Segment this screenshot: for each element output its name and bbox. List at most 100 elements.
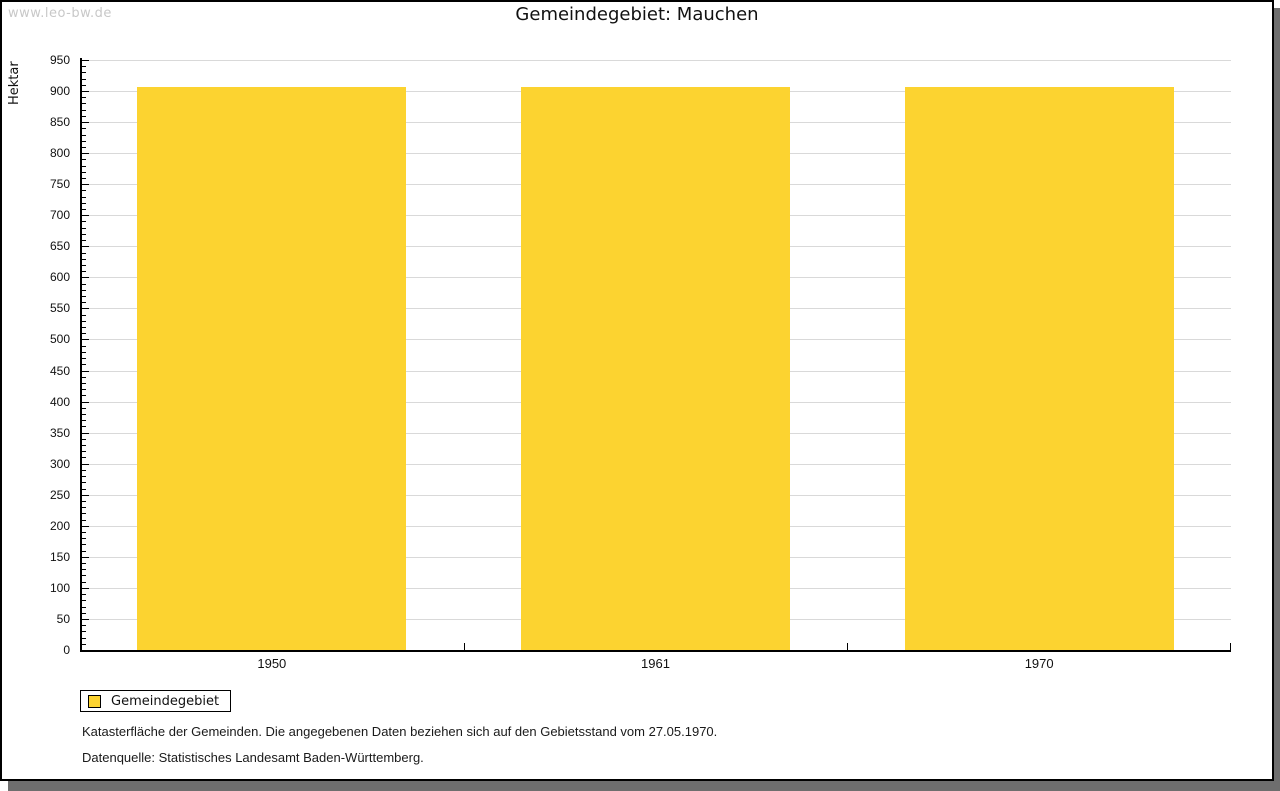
- y-tick-label: 400: [49, 394, 70, 409]
- legend-swatch: [88, 694, 101, 708]
- y-minor-tick: [82, 513, 86, 515]
- y-minor-tick: [82, 382, 86, 384]
- y-minor-tick: [82, 594, 86, 596]
- bar-1970: [904, 86, 1174, 650]
- y-minor-tick: [82, 202, 86, 204]
- y-major-tick: [82, 277, 89, 279]
- y-tick-label: 0: [63, 643, 70, 657]
- y-minor-tick: [82, 165, 86, 167]
- y-minor-tick: [82, 469, 86, 471]
- y-minor-tick: [82, 600, 86, 602]
- x-tick-label: 1961: [641, 656, 670, 671]
- y-minor-tick: [82, 196, 86, 198]
- y-tick-label: 800: [49, 146, 70, 161]
- watermark: www.leo-bw.de: [8, 6, 112, 21]
- y-minor-tick: [82, 407, 86, 409]
- y-minor-tick: [82, 115, 86, 117]
- y-minor-tick: [82, 451, 86, 453]
- y-minor-tick: [82, 209, 86, 211]
- y-minor-tick: [82, 296, 86, 297]
- x-boundary-tick: [847, 643, 849, 650]
- y-minor-tick: [82, 271, 86, 273]
- y-minor-tick: [82, 227, 86, 229]
- y-tick-label: 500: [49, 332, 70, 347]
- y-major-tick: [82, 463, 89, 465]
- y-major-tick: [82, 556, 89, 558]
- legend: Gemeindegebiet: [80, 690, 232, 712]
- y-major-tick: [82, 122, 89, 124]
- y-minor-tick: [82, 376, 86, 378]
- y-minor-tick: [82, 438, 86, 440]
- y-tick-label: 300: [49, 456, 70, 471]
- y-minor-tick: [82, 134, 86, 136]
- y-minor-tick: [82, 252, 86, 254]
- y-minor-tick: [82, 333, 86, 335]
- y-minor-tick: [82, 606, 86, 608]
- y-tick-label: 950: [49, 53, 70, 67]
- y-minor-tick: [82, 84, 86, 86]
- y-minor-tick: [82, 550, 86, 552]
- y-minor-tick: [82, 178, 86, 179]
- y-major-tick: [82, 432, 89, 434]
- plot-area: 0 50 100 150 200 250 300 350 400 450 500 550 600 650 7…: [50, 53, 1231, 671]
- y-minor-tick: [82, 482, 86, 484]
- y-minor-tick: [82, 488, 86, 490]
- y-minor-tick: [82, 426, 86, 428]
- y-minor-tick: [82, 612, 86, 614]
- y-minor-tick: [82, 109, 86, 111]
- y-minor-tick: [82, 631, 86, 633]
- y-major-tick: [82, 184, 89, 186]
- x-boundary-tick: [463, 643, 465, 650]
- footnote-data-source: Datenquelle: Statistisches Landesamt Bad…: [82, 750, 424, 765]
- y-minor-tick: [82, 190, 86, 192]
- y-minor-tick: [82, 500, 86, 502]
- y-minor-tick: [82, 457, 86, 459]
- y-minor-tick: [82, 258, 86, 260]
- y-minor-tick: [82, 128, 86, 130]
- chart-title: Gemeindegebiet: Mauchen: [515, 4, 759, 25]
- y-minor-tick: [82, 140, 86, 142]
- x-tick-label: 1950: [257, 656, 287, 671]
- y-minor-tick: [82, 445, 86, 447]
- bar-1950: [137, 86, 407, 650]
- y-minor-tick: [82, 637, 86, 639]
- y-tick-label: 600: [49, 270, 70, 285]
- legend-label: Gemeindegebiet: [111, 693, 220, 709]
- y-tick-label: 550: [49, 301, 70, 316]
- y-minor-tick: [82, 507, 86, 509]
- y-major-tick: [82, 525, 89, 527]
- drop-shadow-right: [1274, 8, 1280, 791]
- y-minor-tick: [82, 569, 86, 571]
- y-major-tick: [82, 215, 89, 217]
- y-minor-tick: [82, 221, 86, 223]
- y-minor-tick: [82, 146, 86, 148]
- y-tick-label: 50: [56, 611, 70, 626]
- y-minor-tick: [82, 97, 86, 99]
- y-minor-tick: [82, 643, 86, 645]
- y-tick-label: 350: [49, 425, 70, 440]
- x-axis-line: [80, 650, 1231, 652]
- y-minor-tick: [82, 563, 86, 565]
- y-minor-tick: [82, 264, 86, 266]
- y-minor-tick: [82, 581, 86, 583]
- y-minor-tick: [82, 159, 86, 161]
- y-major-tick: [82, 246, 89, 248]
- x-tick-label: 1970: [1024, 656, 1054, 671]
- y-tick-label: 250: [49, 487, 70, 502]
- y-major-tick: [82, 308, 89, 310]
- y-minor-tick: [82, 320, 86, 322]
- y-minor-tick: [82, 103, 86, 105]
- y-major-tick: [82, 60, 89, 61]
- y-minor-tick: [82, 364, 86, 366]
- y-minor-tick: [82, 414, 86, 415]
- y-gridline: [81, 60, 1231, 61]
- y-tick-label: 450: [49, 363, 70, 378]
- y-tick-label: 750: [49, 177, 70, 192]
- y-axis-line: [80, 58, 82, 652]
- y-minor-tick: [82, 351, 86, 353]
- y-minor-tick: [82, 532, 86, 533]
- y-minor-tick: [82, 420, 86, 422]
- y-major-tick: [82, 618, 89, 620]
- y-minor-tick: [82, 476, 86, 478]
